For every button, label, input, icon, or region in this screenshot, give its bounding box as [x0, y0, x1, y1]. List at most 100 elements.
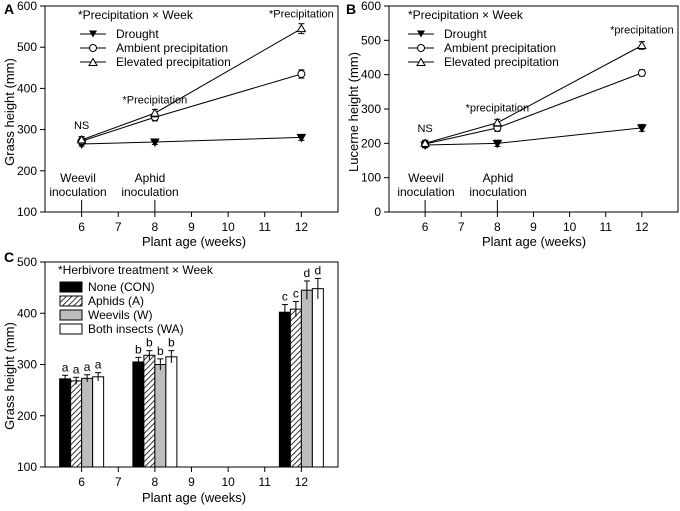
panel-b-xtick-label: 8 [494, 220, 501, 234]
panel-c-legend-both: Both insects (WA) [88, 322, 184, 336]
panel-b-ytick-label: 200 [361, 136, 381, 150]
panel-a-series-line-1 [81, 73, 302, 142]
panel-b-ytick-label: 400 [361, 68, 381, 82]
panel-a-ylabel: Grass height (mm) [2, 58, 17, 166]
panel-c-xtick-label: 9 [188, 475, 195, 489]
panel-b-xtick-label: 12 [635, 220, 649, 234]
panel-b-legend-elevated: Elevated precipitation [444, 55, 559, 69]
panel-b-data-point [492, 117, 503, 127]
panel-b-significance-label: *precipitation [610, 24, 674, 36]
panel-c-xtick-label: 6 [78, 475, 85, 489]
panel-c-significance-letter: b [135, 342, 142, 356]
panel-b-event-weevil-line2: inoculation [397, 185, 454, 199]
panel-a: A Grass height (mm) Plant age (weeks) *P… [2, 0, 339, 249]
panel-b-annotation-title: *Precipitation × Week [408, 8, 524, 22]
legend-drought-marker [417, 30, 425, 38]
panel-a-event-aphid-line2: inoculation [121, 185, 178, 199]
panel-c-significance-letter: b [157, 344, 164, 358]
panel-c-xlabel: Plant age (weeks) [142, 490, 246, 505]
panel-a-xtick-label: 11 [259, 220, 272, 234]
panel-c-significance-letter: a [95, 358, 102, 372]
panel-b-legend-drought: Drought [444, 27, 487, 41]
panel-b-event-aphid-line2: inoculation [469, 185, 526, 199]
panel-b-event-weevil: Weevil inoculation [397, 171, 454, 199]
panel-c-ytick-label: 400 [17, 306, 37, 320]
panel-a-event-weevil-line1: Weevil [60, 171, 96, 185]
panel-a-data-point [296, 133, 307, 143]
legend-weevils-swatch [59, 309, 83, 321]
panel-b-xtick-label: 10 [563, 220, 577, 234]
panel-b-ylabel: Lucerne height (mm) [346, 52, 361, 172]
panel-c-significance-letter: d [315, 263, 322, 277]
legend-both-swatch [59, 323, 83, 335]
panel-c-significance-letter: a [84, 360, 91, 374]
panel-c-xtick-label: 8 [152, 475, 159, 489]
panel-c-ylabel: Grass height (mm) [2, 322, 17, 430]
panel-b-event-weevil-line1: Weevil [408, 171, 444, 185]
panel-a-event-aphid: Aphid inoculation [121, 171, 178, 199]
panel-a-data-point [76, 134, 87, 144]
panel-c-annotation-title: *Herbivore treatment × Week [58, 263, 214, 277]
panel-b-legend-ambient: Ambient precipitation [444, 41, 556, 55]
panel-a-legend: Drought Ambient precipitation Elevated p… [80, 27, 231, 69]
panel-b-ytick-label: 100 [361, 171, 381, 185]
panel-a-ytick-label: 600 [17, 0, 37, 13]
legend-elevated-marker [88, 57, 98, 66]
panel-a-ytick-label: 400 [17, 81, 37, 95]
panel-c: C Grass height (mm) Plant age (weeks) *H… [2, 249, 339, 505]
panel-a-significance-label: *Precipitation [122, 95, 187, 107]
panel-a-ytick-label: 300 [17, 123, 37, 137]
panel-b: B Lucerne height (mm) Plant age (weeks) … [346, 0, 679, 249]
panel-c-bar [278, 311, 291, 468]
legend-drought-marker [89, 30, 97, 38]
panel-a-event-weevil-line2: inoculation [49, 185, 106, 199]
panel-b-ytick-label: 500 [361, 33, 381, 47]
panel-c-significance-letter: c [293, 286, 299, 300]
panel-c-letter: C [4, 249, 14, 265]
panel-c-bar [59, 378, 72, 468]
legend-elevated-marker [416, 57, 426, 66]
panel-b-data-point [420, 138, 430, 147]
panel-a-ytick-label: 500 [17, 40, 37, 54]
panel-a-significance-label: *Precipitation [269, 9, 334, 21]
panel-b-legend: Drought Ambient precipitation Elevated p… [408, 27, 559, 69]
panel-c-ytick-label: 300 [17, 358, 37, 372]
panel-b-data-point [492, 139, 503, 149]
panel-b-ytick-label: 300 [361, 102, 381, 116]
panel-a-ytick-label: 200 [17, 164, 37, 178]
panel-a-data-point [150, 108, 160, 117]
panel-a-xtick-label: 10 [221, 220, 235, 234]
panel-c-legend-con: None (CON) [88, 280, 155, 294]
panel-a-data-point [150, 138, 160, 147]
panel-b-xtick-label: 7 [458, 220, 465, 234]
panel-a-xtick-label: 8 [152, 220, 159, 234]
panel-c-xtick-label: 12 [295, 475, 309, 489]
panel-c-bar [92, 376, 105, 468]
panel-c-bar [132, 361, 145, 468]
panel-a-ytick-label: 100 [17, 205, 37, 219]
panel-a-xtick-label: 7 [115, 220, 122, 234]
panel-b-xtick-label: 9 [530, 220, 537, 234]
panel-c-bar [70, 380, 83, 468]
panel-a-series-line-0 [81, 136, 302, 145]
panel-c-significance-letter: a [62, 360, 69, 374]
panel-a-event-aphid-line1: Aphid [135, 171, 166, 185]
panel-b-xtick-label: 6 [422, 220, 429, 234]
panel-c-bar [165, 356, 178, 468]
panel-c-legend-weevils: Weevils (W) [88, 308, 152, 322]
panel-a-data-point [297, 69, 306, 78]
panel-a-xlabel: Plant age (weeks) [142, 234, 246, 249]
panel-b-ytick-label: 600 [361, 0, 381, 13]
legend-ambient-marker [89, 44, 97, 52]
panel-a-letter: A [4, 1, 14, 17]
panel-b-significance-label: NS [417, 123, 432, 135]
panel-c-bar [143, 354, 156, 468]
panel-c-significance-letter: a [73, 362, 80, 376]
panel-a-annotation-title: *Precipitation × Week [78, 8, 194, 22]
panel-b-significance-label: *precipitation [466, 103, 530, 115]
panel-b-xlabel: Plant age (weeks) [482, 234, 586, 249]
panel-b-event-aphid: Aphid inoculation [469, 171, 526, 199]
panel-c-bar [81, 377, 94, 468]
panel-c-bar [154, 364, 167, 468]
